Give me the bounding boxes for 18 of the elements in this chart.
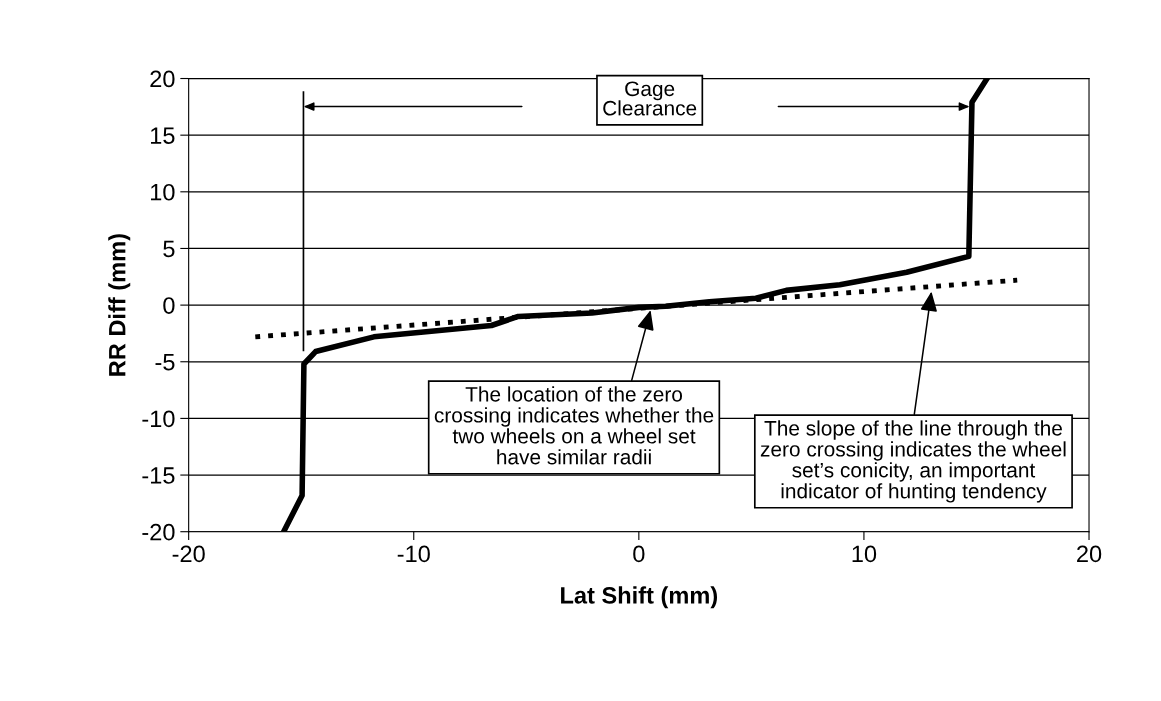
y-tick-label: -5 <box>155 354 175 371</box>
x-tick-label: 10 <box>852 545 877 563</box>
y-tick-label: 20 <box>150 70 175 88</box>
y-tick-label: 0 <box>163 297 175 314</box>
y-tick-label: -20 <box>142 523 175 541</box>
y-axis-title: RR Diff (mm) <box>108 234 131 376</box>
y-tick-label: 15 <box>151 127 175 144</box>
y-tick-label: 5 <box>163 240 175 258</box>
annotation: The location of the zero crossing indicates whether the two wheels on a wheel set have similar radii <box>434 386 714 465</box>
x-axis-title: Lat Shift (mm) <box>561 586 718 609</box>
x-tick-label: -10 <box>397 545 430 563</box>
y-tick-label: -15 <box>142 467 175 484</box>
annotation: The slope of the line through the zero crossing indicates the wheel set’s conicity, an important indicator of hunting tendency <box>760 420 1066 503</box>
x-tick-label: 20 <box>1077 545 1102 563</box>
y-tick-label: 10 <box>151 183 175 201</box>
y-tick-label: -10 <box>142 410 175 428</box>
x-tick-label: 0 <box>633 545 645 563</box>
annotation: Gage Clearance <box>603 81 697 116</box>
